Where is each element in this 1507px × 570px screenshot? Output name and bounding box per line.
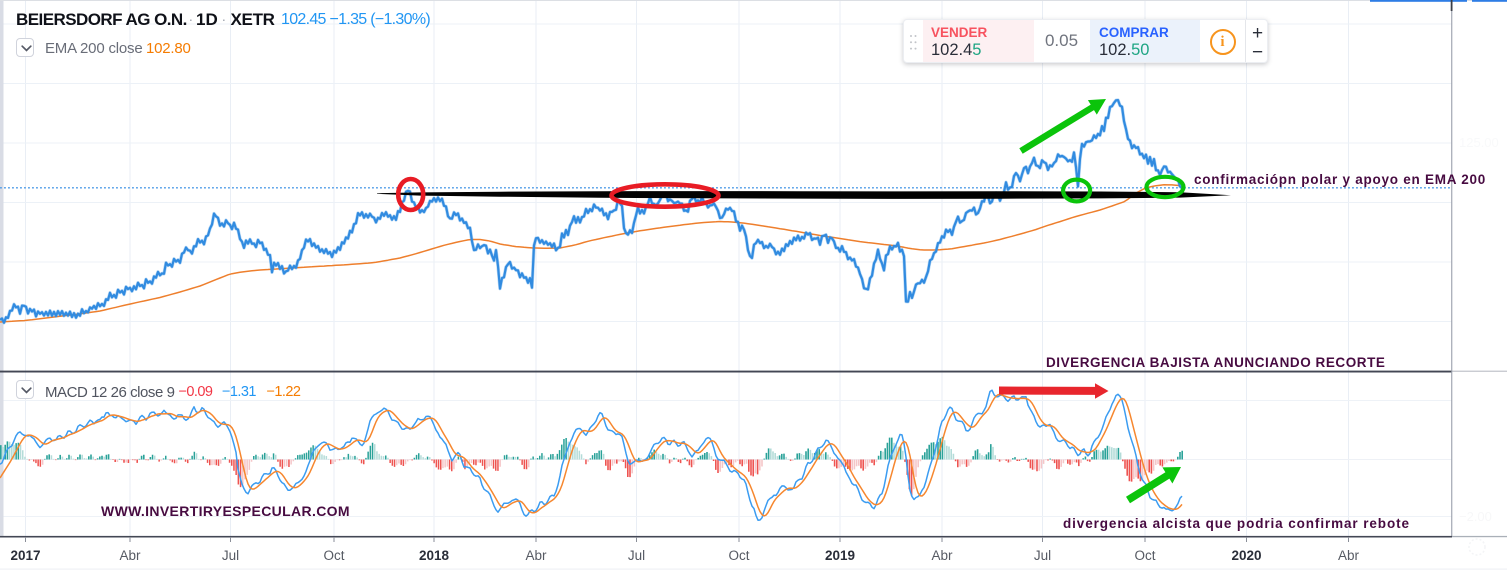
svg-text:−2.00: −2.00	[1459, 509, 1492, 524]
svg-text:125.00: 125.00	[1459, 135, 1499, 150]
